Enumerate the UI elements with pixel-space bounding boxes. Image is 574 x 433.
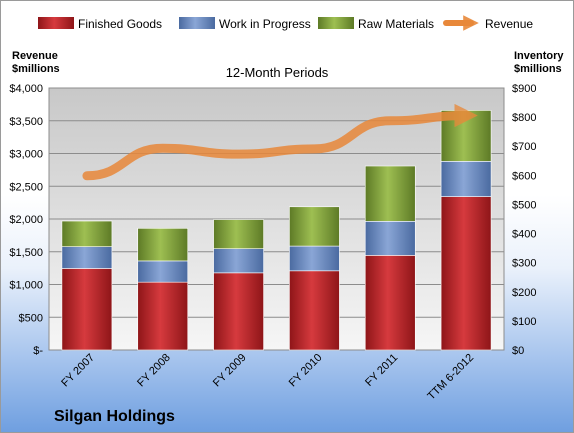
left-tick-label: $- [33,345,43,357]
legend-swatch [318,17,354,29]
left-axis-title-line1: Revenue [12,50,58,62]
legend-item-finished-goods: Finished Goods [38,17,162,31]
x-tick-label: FY 2011 [363,352,400,389]
left-tick-label: $2,000 [9,214,43,226]
left-tick-label: $3,000 [9,149,43,161]
right-tick-label: $900 [512,83,536,95]
legend-label: Finished Goods [78,17,162,31]
right-tick-label: $600 [512,170,536,182]
legend-swatch [38,17,74,29]
bar-finished-goods [213,272,264,351]
bar-finished-goods [289,270,340,351]
company-name: Silgan Holdings [54,408,175,425]
bar-raw-materials [61,220,113,247]
bar-finished-goods [364,255,416,351]
right-tick-label: $800 [512,112,536,124]
right-tick-label: $200 [512,287,536,299]
bar-finished-goods [61,268,113,351]
revenue-series [82,103,478,181]
bar-work-in-progress [364,221,416,256]
bar-finished-goods [440,196,492,351]
legend-item-revenue: Revenue [443,15,533,31]
x-tick-label: TTM 6-2012 [425,352,476,403]
left-tick-label: $2,500 [9,181,43,193]
bar-work-in-progress [61,246,113,269]
legend-label: Revenue [485,17,533,31]
bar-work-in-progress [289,245,340,272]
bar-finished-goods [137,281,189,351]
x-tick-label: FY 2008 [135,352,173,390]
x-tick-label: FY 2007 [59,352,97,390]
gridlines [49,120,504,318]
right-axis-title-line2: $millions [514,63,562,75]
legend: Finished Goods Work in Progress Raw Mate… [38,15,533,31]
x-tick-label: FY 2010 [287,352,325,390]
x-tick-label: FY 2009 [211,352,249,390]
right-axis-ticks: $0 $100 $200 $300 $400 $500 $600 $700 $800 $900 [512,83,536,357]
x-axis-ticks: FY 2007 FY 2008 FY 2009 FY 2010 FY 2011 TTM 6… [59,352,476,403]
chart-subtitle: 12-Month Periods [226,65,329,80]
left-tick-label: $500 [19,312,43,324]
right-tick-label: $100 [512,316,536,328]
bar-raw-materials [213,219,264,249]
bar-work-in-progress [440,161,492,197]
left-tick-label: $1,500 [9,247,43,259]
bar-raw-materials [289,206,340,247]
left-tick-label: $1,000 [9,280,43,292]
left-axis-ticks: $- $500 $1,000 $1,500 $2,000 $2,500 $3,000 $3,5… [9,83,43,357]
legend-label: Raw Materials [358,17,434,31]
bar-raw-materials [364,165,416,222]
right-tick-label: $300 [512,258,536,270]
left-tick-label: $4,000 [9,83,43,95]
bar-work-in-progress [213,248,264,274]
legend-item-raw-materials: Raw Materials [318,17,434,31]
legend-label: Work in Progress [219,17,311,31]
bar-work-in-progress [137,260,189,283]
right-tick-label: $500 [512,199,536,211]
left-axis-title-line2: $millions [12,63,60,75]
legend-swatch [179,17,215,29]
revenue-line [82,103,478,181]
left-tick-label: $3,500 [9,116,43,128]
right-tick-label: $0 [512,345,524,357]
bar-raw-materials [137,228,189,262]
right-tick-label: $700 [512,141,536,153]
right-axis-title-line1: Inventory [514,50,564,62]
legend-item-work-in-progress: Work in Progress [179,17,311,31]
right-tick-label: $400 [512,229,536,241]
